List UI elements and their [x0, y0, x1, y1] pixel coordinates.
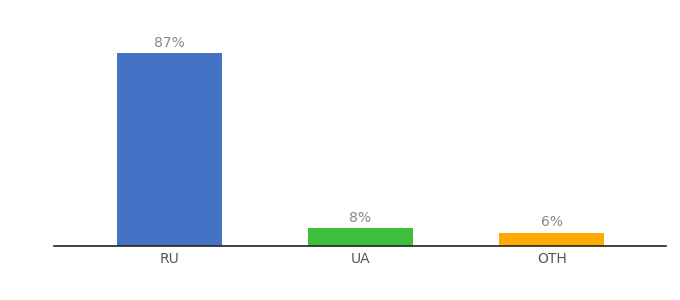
Text: 6%: 6%: [541, 215, 562, 229]
Text: 87%: 87%: [154, 35, 184, 50]
Bar: [308, 228, 413, 246]
Bar: [116, 53, 222, 246]
Bar: [499, 233, 605, 246]
Text: 8%: 8%: [350, 211, 371, 225]
